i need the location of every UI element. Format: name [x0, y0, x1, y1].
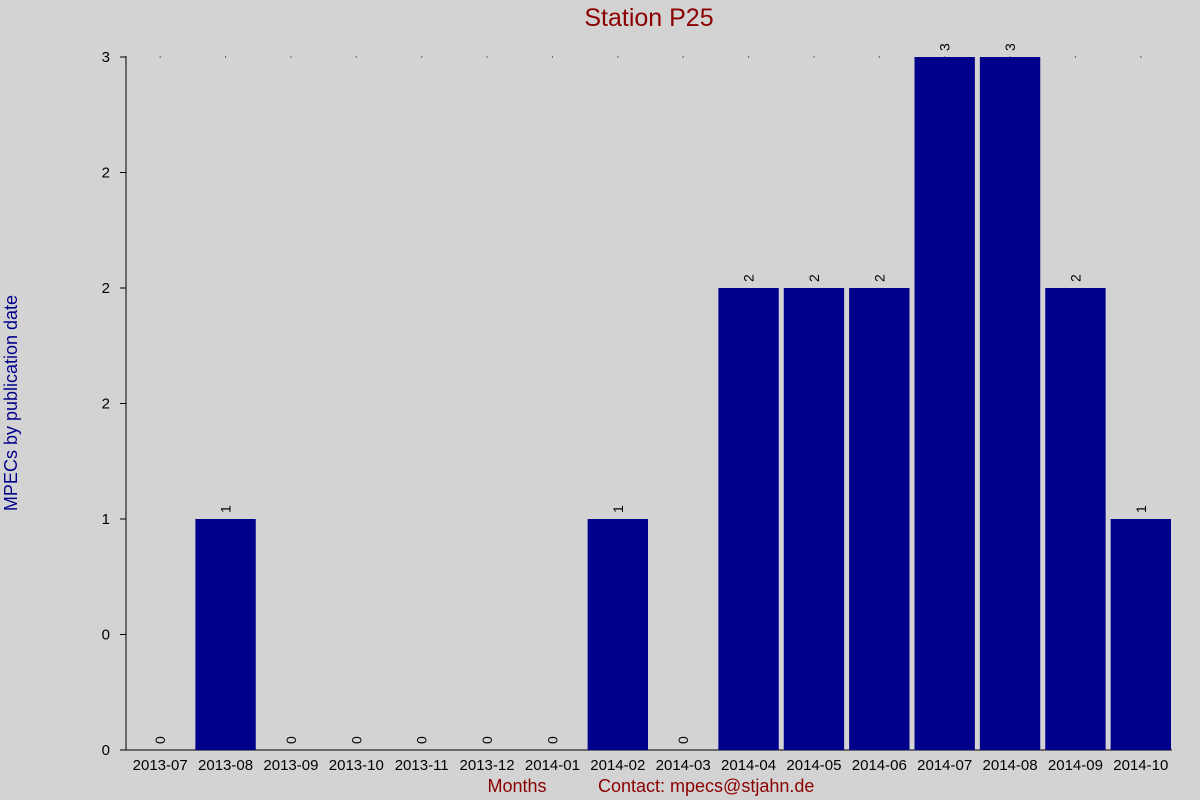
- bar-value-label: 0: [675, 736, 691, 744]
- y-tick-label: 2: [102, 396, 110, 413]
- bar-value-label: 2: [806, 274, 822, 282]
- x-tick-label: 2014-05: [786, 757, 841, 774]
- top-marker-dot: [421, 56, 423, 58]
- bar-value-label: 2: [871, 274, 887, 282]
- bar: [979, 57, 1041, 750]
- bar: [783, 288, 845, 750]
- x-tick-label: 2014-04: [721, 757, 776, 774]
- bar-value-label: 3: [1002, 43, 1018, 51]
- y-tick-label: 2: [102, 280, 110, 297]
- x-tick-label: 2013-07: [133, 757, 188, 774]
- bar-value-label: 1: [610, 505, 626, 513]
- top-marker-dot: [1140, 56, 1142, 58]
- x-tick-label: 2014-02: [590, 757, 645, 774]
- x-tick-label: 2014-10: [1113, 757, 1168, 774]
- bar-value-label: 0: [544, 736, 560, 744]
- y-tick-label: 2: [102, 165, 110, 182]
- x-tick-label: 2013-11: [395, 757, 449, 774]
- bar-value-label: 2: [741, 274, 757, 282]
- bar-value-label: 3: [937, 43, 953, 51]
- x-tick-label: 2014-06: [852, 757, 907, 774]
- top-marker-dot: [290, 56, 292, 58]
- y-tick-label: 1: [102, 511, 110, 528]
- y-tick-label: 0: [102, 627, 110, 644]
- bar: [849, 288, 910, 750]
- top-marker-dot: [551, 56, 553, 58]
- bar-value-label: 1: [218, 505, 234, 513]
- top-marker-dot: [617, 56, 619, 58]
- bar: [1045, 288, 1106, 750]
- x-tick-label: 2014-01: [525, 757, 580, 774]
- top-marker-dot: [748, 56, 750, 58]
- top-marker-dot: [486, 56, 488, 58]
- x-tick-label: 2014-03: [656, 757, 711, 774]
- bar-value-label: 0: [479, 736, 495, 744]
- bar-value-label: 0: [152, 736, 168, 744]
- y-tick-label: 3: [102, 49, 110, 66]
- bar-value-label: 0: [283, 736, 299, 744]
- bar-value-label: 0: [414, 736, 430, 744]
- bar-value-label: 2: [1067, 274, 1083, 282]
- x-tick-label: 2014-08: [983, 757, 1038, 774]
- bar: [195, 519, 256, 750]
- bar: [587, 519, 648, 750]
- bar-value-label: 1: [1133, 505, 1149, 513]
- bar: [1110, 519, 1171, 750]
- bar: [914, 57, 975, 750]
- top-marker-dot: [682, 56, 684, 58]
- x-tick-label: 2013-09: [263, 757, 318, 774]
- top-marker-dot: [225, 56, 227, 58]
- x-tick-label: 2013-12: [460, 757, 515, 774]
- top-marker-dot: [1074, 56, 1076, 58]
- top-marker-dot: [878, 56, 880, 58]
- top-marker-dot: [813, 56, 815, 58]
- contact-note: Contact: mpecs@stjahn.de: [598, 776, 814, 796]
- chart-title: Station P25: [584, 4, 713, 32]
- plot-area: 0 0 1 2 2 2 3 2013-07 0 2013-08 1 2013-09 0 2013-10 0 2…: [102, 43, 1172, 774]
- y-tick-label: 0: [102, 742, 110, 759]
- x-tick-label: 2014-09: [1048, 757, 1103, 774]
- bar: [718, 288, 779, 750]
- x-tick-label: 2013-10: [329, 757, 384, 774]
- y-axis-label: MPECs by publication date: [1, 295, 21, 511]
- bar-value-label: 0: [348, 736, 364, 744]
- top-marker-dot: [355, 56, 357, 58]
- x-tick-label: 2013-08: [198, 757, 253, 774]
- top-marker-dot: [159, 56, 161, 58]
- x-axis-label: Months: [487, 776, 546, 796]
- x-tick-label: 2014-07: [917, 757, 972, 774]
